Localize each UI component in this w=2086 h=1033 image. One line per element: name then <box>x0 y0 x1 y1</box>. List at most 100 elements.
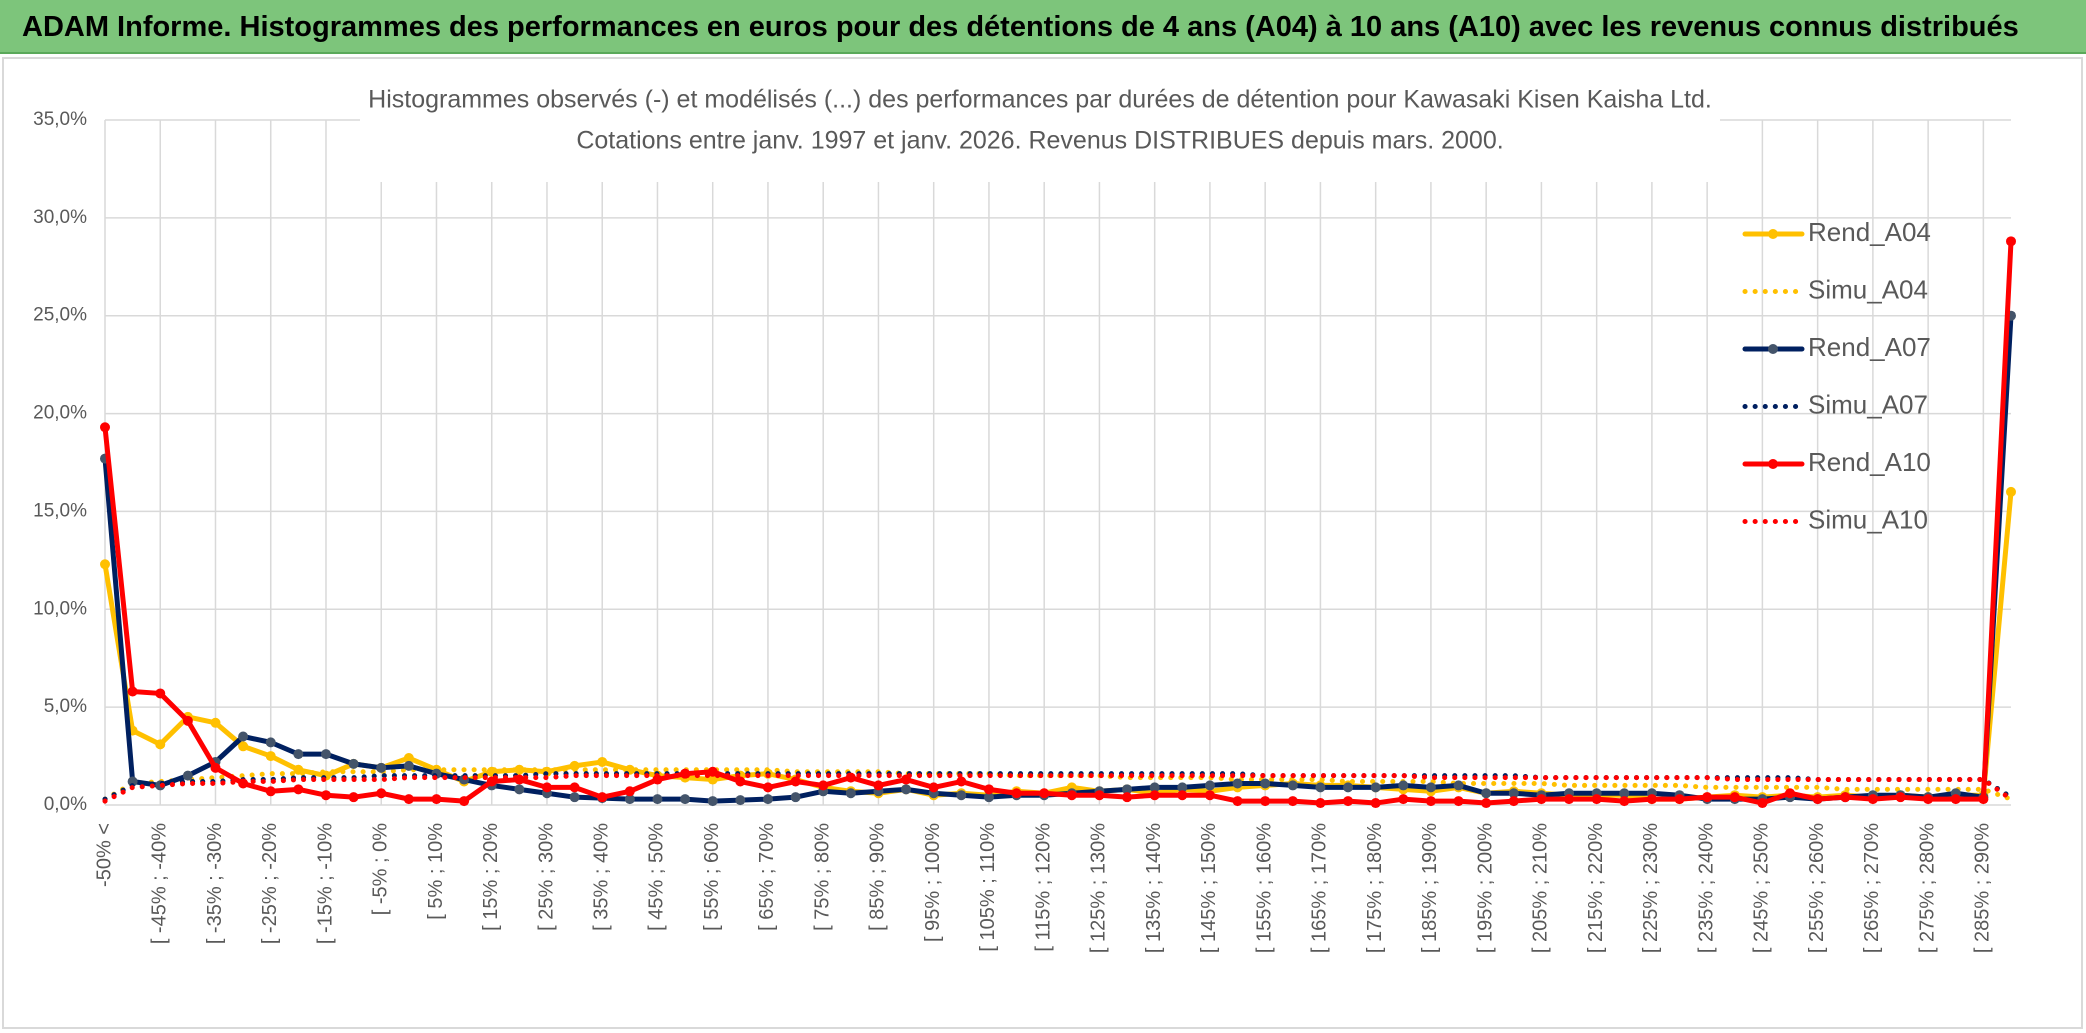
marker <box>1177 782 1188 793</box>
marker <box>1232 778 1243 789</box>
marker <box>1094 790 1105 801</box>
observed-line <box>102 238 2014 806</box>
legend-marker <box>1768 229 1778 239</box>
marker <box>1149 790 1160 801</box>
model-line <box>102 773 2014 804</box>
x-tick-label: [ 85% ; 90% <box>867 823 889 931</box>
header-title: ADAM Informe. Histogrammes des performan… <box>0 0 2086 54</box>
marker <box>376 762 387 773</box>
marker <box>1315 798 1326 809</box>
marker <box>569 782 580 793</box>
marker <box>1425 782 1436 793</box>
x-tick-label: [ 225% ; 230% <box>1640 823 1662 953</box>
marker <box>155 688 166 699</box>
x-tick-label: [ 245% ; 250% <box>1751 823 1773 953</box>
marker <box>1840 792 1851 803</box>
marker <box>1122 784 1133 795</box>
marker <box>1729 792 1740 803</box>
marker <box>624 786 635 797</box>
marker <box>1287 780 1298 791</box>
marker <box>790 776 801 787</box>
legend-marker <box>1768 344 1778 354</box>
chart-subtitle: Cotations entre janv. 1997 et janv. 2026… <box>576 127 1503 155</box>
x-tick-label: [ 265% ; 270% <box>1861 823 1883 953</box>
marker <box>1066 790 1077 801</box>
marker <box>707 796 718 807</box>
marker <box>265 786 276 797</box>
x-tick-label: [ 55% ; 60% <box>701 823 723 931</box>
marker <box>1785 788 1796 799</box>
marker <box>735 795 746 806</box>
marker <box>735 776 746 787</box>
marker <box>1481 798 1492 809</box>
marker <box>597 792 608 803</box>
x-tick-label: [ 155% ; 160% <box>1253 823 1275 953</box>
marker <box>127 776 138 787</box>
x-tick-label: [ -45% ; -40% <box>149 823 171 944</box>
x-tick-label: [ 235% ; 240% <box>1695 823 1717 953</box>
marker <box>1343 796 1354 807</box>
x-tick-label: [ 65% ; 70% <box>756 823 778 931</box>
marker <box>1646 794 1657 805</box>
marker <box>1039 788 1050 799</box>
marker <box>514 784 525 795</box>
y-tick-label: 0,0% <box>44 794 87 815</box>
marker <box>1011 788 1022 799</box>
marker <box>1481 788 1492 799</box>
legend-label: Rend_A04 <box>1808 217 1931 247</box>
chart-title: Histogrammes observés (-) et modélisés (… <box>368 86 1712 114</box>
marker <box>1508 796 1519 807</box>
x-tick-label: [ 105% ; 110% <box>977 823 999 952</box>
marker <box>238 741 249 752</box>
marker <box>569 792 580 803</box>
marker <box>680 794 691 805</box>
marker <box>1591 794 1602 805</box>
marker <box>1619 788 1630 799</box>
x-tick-label: [ 115% ; 120% <box>1032 823 1054 952</box>
marker <box>956 790 967 801</box>
marker <box>155 739 166 750</box>
legend: Rend_A04 Simu_A04 Rend_A07 Simu_A07 Rend_A10… <box>1742 217 1931 534</box>
chart: Histogrammes observés (-) et modélisés (… <box>2 57 2083 1029</box>
marker <box>1757 798 1768 809</box>
marker <box>762 782 773 793</box>
y-tick-label: 35,0% <box>33 109 87 130</box>
chart-frame <box>2 57 2083 1029</box>
marker <box>514 764 525 775</box>
marker <box>956 776 967 787</box>
marker <box>1315 782 1326 793</box>
x-tick-label: [ 185% ; 190% <box>1419 823 1441 953</box>
marker <box>265 751 276 762</box>
x-tick-label: [ 195% ; 200% <box>1474 823 1496 953</box>
marker <box>873 780 884 791</box>
y-tick-label: 25,0% <box>33 305 87 326</box>
x-tick-label: [ -15% ; -10% <box>314 823 336 944</box>
x-tick-label: [ -25% ; -20% <box>259 823 281 944</box>
marker <box>1204 790 1215 801</box>
marker <box>2006 236 2016 247</box>
model-line <box>102 771 2014 802</box>
marker <box>818 780 829 791</box>
marker <box>320 790 331 801</box>
plot <box>100 236 2016 809</box>
marker <box>1674 794 1685 805</box>
marker <box>403 753 414 764</box>
x-tick-label: -50% < <box>93 823 115 887</box>
marker <box>1425 796 1436 807</box>
marker <box>1978 794 1989 805</box>
marker <box>100 422 110 433</box>
marker <box>1508 788 1519 799</box>
marker <box>1895 792 1906 803</box>
x-tick-label: [ 15% ; 20% <box>480 823 502 931</box>
title-background <box>360 82 1720 182</box>
marker <box>1370 782 1381 793</box>
marker <box>1398 780 1409 791</box>
x-tick-label: [ 75% ; 80% <box>811 823 833 931</box>
x-tick-label: [ 95% ; 100% <box>922 823 944 942</box>
marker <box>1260 796 1271 807</box>
marker <box>1260 778 1271 789</box>
marker <box>182 715 193 726</box>
marker <box>238 731 249 742</box>
y-tick-label: 20,0% <box>33 403 87 424</box>
marker <box>1812 794 1823 805</box>
